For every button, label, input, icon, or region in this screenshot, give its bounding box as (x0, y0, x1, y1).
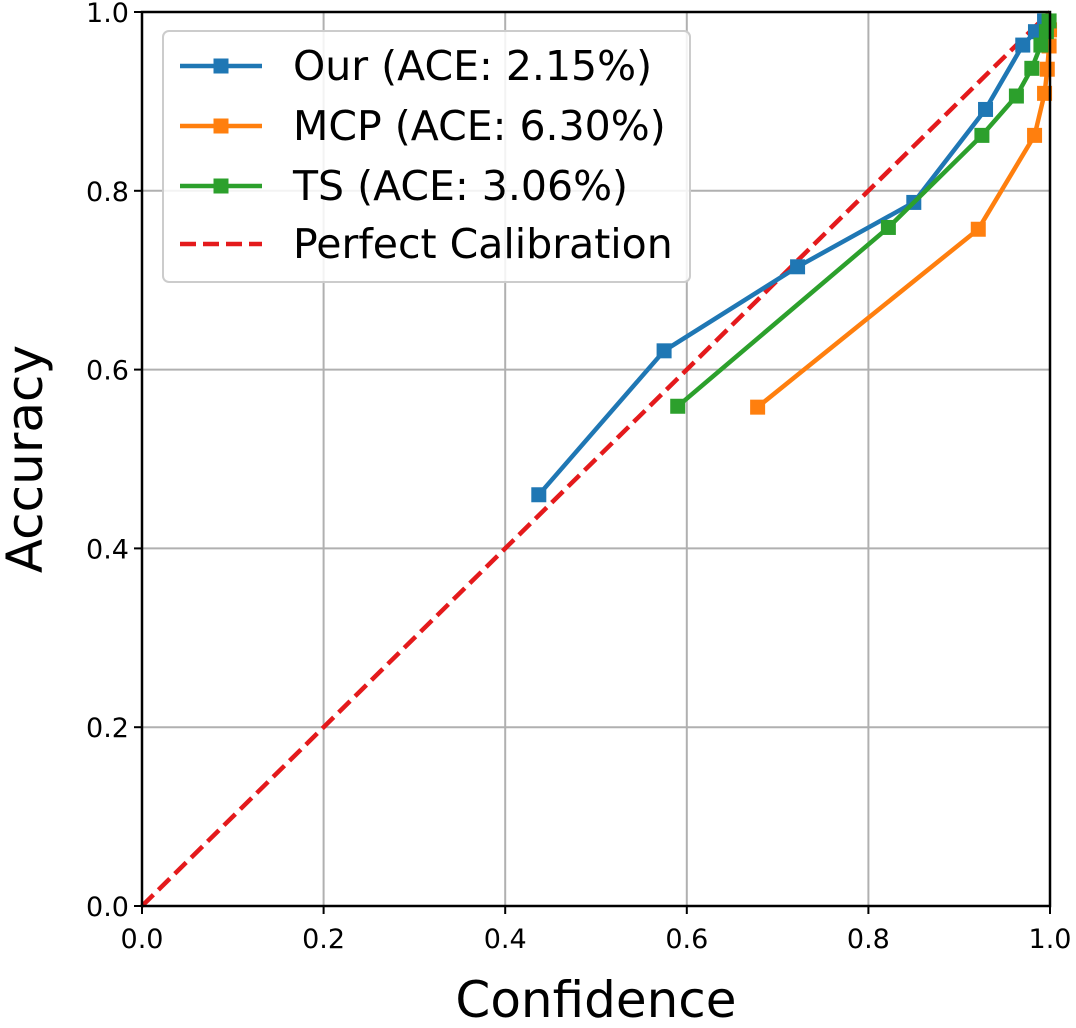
data-point (670, 398, 686, 414)
series-2 (670, 13, 1057, 414)
data-point (974, 127, 990, 143)
x-tick-label: 1.0 (1029, 924, 1072, 955)
legend-marker (213, 58, 229, 74)
series-layer (531, 13, 1058, 503)
axis-ticks: 0.0 0.2 0.4 0.6 0.8 1.0 0.0 0.2 0.4 0.6 0.8 1.0 (86, 0, 1071, 955)
perfect-calibration-line (140, 10, 1052, 908)
legend-entry: Perfect Calibration (180, 220, 673, 268)
y-tick-label: 0.6 (86, 356, 129, 387)
x-tick-label: 0.0 (121, 924, 164, 955)
x-tick-label: 0.6 (665, 924, 708, 955)
y-tick-label: 0.0 (86, 892, 129, 923)
legend-entry: TS (ACE: 3.06%) (180, 162, 628, 210)
series-line (756, 29, 1052, 409)
y-tick-label: 0.8 (86, 177, 129, 208)
legend-entry: MCP (ACE: 6.30%) (180, 102, 666, 150)
data-point (531, 487, 547, 503)
data-point (1008, 88, 1024, 104)
data-point (1024, 60, 1040, 76)
y-tick-label: 1.0 (86, 0, 129, 29)
data-point (880, 219, 896, 235)
plot-frame (140, 10, 1052, 908)
data-point (656, 343, 672, 359)
legend-label: Our (ACE: 2.15%) (293, 42, 652, 90)
data-point (1037, 85, 1053, 101)
y-tick-label: 0.4 (86, 534, 129, 565)
data-point (978, 101, 994, 117)
series-1 (750, 22, 1058, 415)
data-point (1015, 37, 1031, 53)
legend-marker (213, 178, 229, 194)
legend-entry: Our (ACE: 2.15%) (180, 42, 652, 90)
legend: Our (ACE: 2.15%) MCP (ACE: 6.30%) TS (ACE:… (162, 30, 691, 283)
perfect-calibration-layer (140, 10, 1052, 908)
legend-box (162, 30, 691, 283)
y-tick-label: 0.2 (86, 713, 129, 744)
x-axis-title: Confidence (455, 971, 736, 1028)
series-line (676, 20, 1052, 409)
legend-label: TS (ACE: 3.06%) (292, 162, 628, 210)
x-tick-label: 0.4 (484, 924, 527, 955)
legend-marker (213, 118, 229, 134)
x-tick-label: 0.8 (847, 924, 890, 955)
x-tick-label: 0.2 (302, 924, 345, 955)
legend-label: MCP (ACE: 6.30%) (293, 102, 666, 150)
data-point (750, 399, 766, 415)
data-point (1039, 61, 1055, 77)
legend-label: Perfect Calibration (293, 220, 673, 268)
data-point (790, 259, 806, 275)
data-point (1027, 127, 1043, 143)
data-point (1033, 37, 1049, 53)
y-axis-title: Accuracy (0, 345, 54, 573)
data-point (970, 221, 986, 237)
